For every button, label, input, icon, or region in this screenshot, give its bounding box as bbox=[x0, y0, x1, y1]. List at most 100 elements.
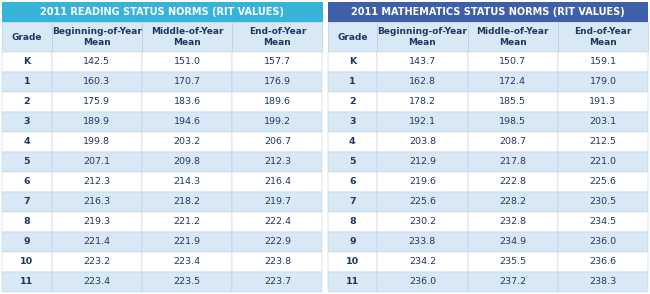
Bar bbox=[328, 2, 648, 22]
Bar bbox=[52, 172, 142, 192]
Text: 178.2: 178.2 bbox=[409, 98, 436, 106]
Bar bbox=[377, 252, 467, 272]
Bar bbox=[52, 272, 142, 292]
Bar bbox=[52, 22, 142, 52]
Text: 176.9: 176.9 bbox=[264, 78, 291, 86]
Text: K: K bbox=[23, 58, 31, 66]
Bar bbox=[467, 132, 558, 152]
Bar bbox=[233, 152, 322, 172]
Text: 8: 8 bbox=[349, 218, 356, 226]
Text: 4: 4 bbox=[349, 138, 356, 146]
Bar bbox=[377, 22, 467, 52]
Bar bbox=[52, 192, 142, 212]
Bar bbox=[467, 92, 558, 112]
Bar bbox=[2, 172, 52, 192]
Bar bbox=[52, 132, 142, 152]
Bar bbox=[142, 92, 233, 112]
Bar bbox=[558, 132, 648, 152]
Text: 11: 11 bbox=[20, 278, 33, 286]
Text: 3: 3 bbox=[349, 118, 356, 126]
Text: 151.0: 151.0 bbox=[174, 58, 201, 66]
Bar bbox=[558, 212, 648, 232]
Text: 203.8: 203.8 bbox=[409, 138, 436, 146]
Bar bbox=[558, 72, 648, 92]
Text: 142.5: 142.5 bbox=[83, 58, 111, 66]
Text: 9: 9 bbox=[23, 238, 30, 246]
Text: 237.2: 237.2 bbox=[499, 278, 526, 286]
Bar bbox=[558, 152, 648, 172]
Text: 10: 10 bbox=[20, 258, 33, 266]
Bar bbox=[558, 192, 648, 212]
Text: 198.5: 198.5 bbox=[499, 118, 526, 126]
Bar bbox=[377, 192, 467, 212]
Text: 189.9: 189.9 bbox=[83, 118, 111, 126]
Text: 223.4: 223.4 bbox=[174, 258, 201, 266]
Text: 225.6: 225.6 bbox=[409, 198, 436, 206]
Bar bbox=[558, 252, 648, 272]
Bar bbox=[328, 132, 377, 152]
Text: 203.1: 203.1 bbox=[590, 118, 617, 126]
Bar bbox=[142, 22, 233, 52]
Text: 6: 6 bbox=[349, 178, 356, 186]
Text: 175.9: 175.9 bbox=[83, 98, 111, 106]
Text: 203.2: 203.2 bbox=[174, 138, 201, 146]
Bar bbox=[233, 112, 322, 132]
Text: 218.2: 218.2 bbox=[174, 198, 201, 206]
Bar bbox=[2, 92, 52, 112]
Text: 7: 7 bbox=[23, 198, 30, 206]
Bar bbox=[467, 72, 558, 92]
Text: 159.1: 159.1 bbox=[590, 58, 616, 66]
Text: 238.3: 238.3 bbox=[590, 278, 617, 286]
Bar bbox=[142, 52, 233, 72]
Text: 212.3: 212.3 bbox=[83, 178, 111, 186]
Bar bbox=[52, 112, 142, 132]
Text: 10: 10 bbox=[346, 258, 359, 266]
Text: End-of-Year
Mean: End-of-Year Mean bbox=[575, 27, 632, 47]
Bar bbox=[377, 172, 467, 192]
Text: 2: 2 bbox=[23, 98, 30, 106]
Bar bbox=[2, 252, 52, 272]
Text: 212.5: 212.5 bbox=[590, 138, 616, 146]
Text: 2011 MATHEMATICS STATUS NORMS (RIT VALUES): 2011 MATHEMATICS STATUS NORMS (RIT VALUE… bbox=[351, 7, 625, 17]
Text: 150.7: 150.7 bbox=[499, 58, 526, 66]
Bar bbox=[2, 272, 52, 292]
Text: 233.8: 233.8 bbox=[409, 238, 436, 246]
Bar bbox=[52, 92, 142, 112]
Text: 236.0: 236.0 bbox=[590, 238, 617, 246]
Text: 214.3: 214.3 bbox=[174, 178, 201, 186]
Bar bbox=[142, 152, 233, 172]
Text: 228.2: 228.2 bbox=[499, 198, 526, 206]
Text: 219.3: 219.3 bbox=[83, 218, 111, 226]
Text: 236.6: 236.6 bbox=[590, 258, 617, 266]
Bar bbox=[467, 272, 558, 292]
Text: 11: 11 bbox=[346, 278, 359, 286]
Text: Grade: Grade bbox=[12, 33, 42, 41]
Text: 230.5: 230.5 bbox=[590, 198, 617, 206]
Bar bbox=[328, 272, 377, 292]
Text: 179.0: 179.0 bbox=[590, 78, 616, 86]
Bar bbox=[142, 172, 233, 192]
Bar bbox=[558, 232, 648, 252]
Text: 225.6: 225.6 bbox=[590, 178, 616, 186]
Text: 3: 3 bbox=[23, 118, 30, 126]
Text: End-of-Year
Mean: End-of-Year Mean bbox=[249, 27, 306, 47]
Text: 234.2: 234.2 bbox=[409, 258, 436, 266]
Text: Middle-of-Year
Mean: Middle-of-Year Mean bbox=[151, 27, 224, 47]
Bar bbox=[2, 132, 52, 152]
Bar bbox=[2, 112, 52, 132]
Text: 2: 2 bbox=[349, 98, 356, 106]
Bar bbox=[467, 172, 558, 192]
Bar bbox=[142, 252, 233, 272]
Text: 172.4: 172.4 bbox=[499, 78, 526, 86]
Text: 217.8: 217.8 bbox=[499, 158, 526, 166]
Bar bbox=[52, 212, 142, 232]
Bar bbox=[558, 92, 648, 112]
Text: 216.4: 216.4 bbox=[264, 178, 291, 186]
Bar bbox=[328, 112, 377, 132]
Text: Middle-of-Year
Mean: Middle-of-Year Mean bbox=[476, 27, 549, 47]
Bar bbox=[467, 112, 558, 132]
Text: 230.2: 230.2 bbox=[409, 218, 436, 226]
Bar bbox=[142, 212, 233, 232]
Bar bbox=[558, 52, 648, 72]
Bar bbox=[328, 52, 377, 72]
